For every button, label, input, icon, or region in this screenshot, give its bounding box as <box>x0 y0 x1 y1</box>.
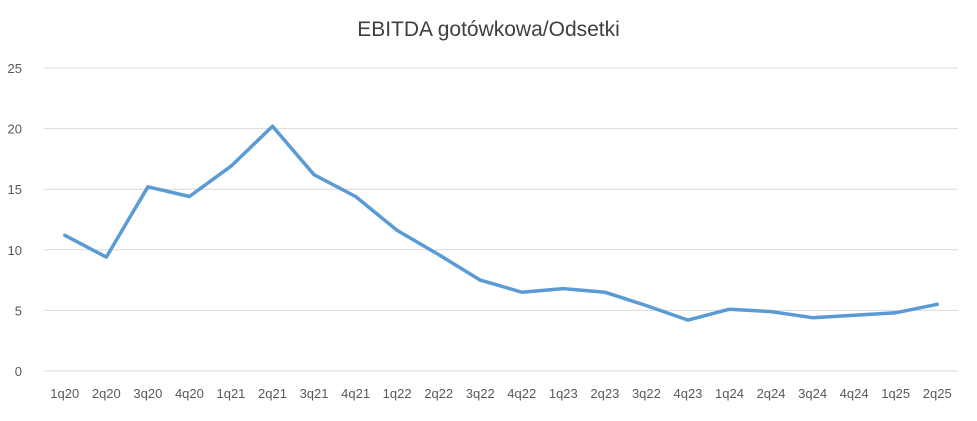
y-tick-label: 15 <box>8 182 22 197</box>
x-tick-label: 3q24 <box>798 386 827 401</box>
x-tick-label: 4q21 <box>341 386 370 401</box>
x-tick-label: 1q25 <box>881 386 910 401</box>
x-tick-label: 1q21 <box>216 386 245 401</box>
y-tick-label: 5 <box>15 303 22 318</box>
x-tick-label: 1q24 <box>715 386 744 401</box>
x-tick-label: 4q22 <box>507 386 536 401</box>
x-tick-label: 2q25 <box>923 386 952 401</box>
x-tick-label: 2q21 <box>258 386 287 401</box>
x-tick-label: 3q22 <box>466 386 495 401</box>
x-tick-label: 3q20 <box>133 386 162 401</box>
x-tick-label: 2q20 <box>92 386 121 401</box>
x-tick-label: 3q22 <box>632 386 661 401</box>
y-tick-label: 25 <box>8 61 22 76</box>
x-tick-label: 2q22 <box>424 386 453 401</box>
x-tick-label: 4q23 <box>673 386 702 401</box>
y-tick-label: 20 <box>8 122 22 137</box>
chart-title: EBITDA gotówkowa/Odsetki <box>0 18 977 42</box>
x-tick-label: 3q21 <box>300 386 329 401</box>
x-tick-label: 1q20 <box>50 386 79 401</box>
x-tick-label: 4q24 <box>840 386 869 401</box>
x-tick-label: 2q23 <box>590 386 619 401</box>
x-tick-label: 1q23 <box>549 386 578 401</box>
x-tick-label: 1q22 <box>383 386 412 401</box>
y-tick-label: 10 <box>8 243 22 258</box>
y-tick-label: 0 <box>15 364 22 379</box>
x-tick-label: 4q20 <box>175 386 204 401</box>
x-tick-label: 2q24 <box>757 386 786 401</box>
series-line <box>65 126 937 320</box>
